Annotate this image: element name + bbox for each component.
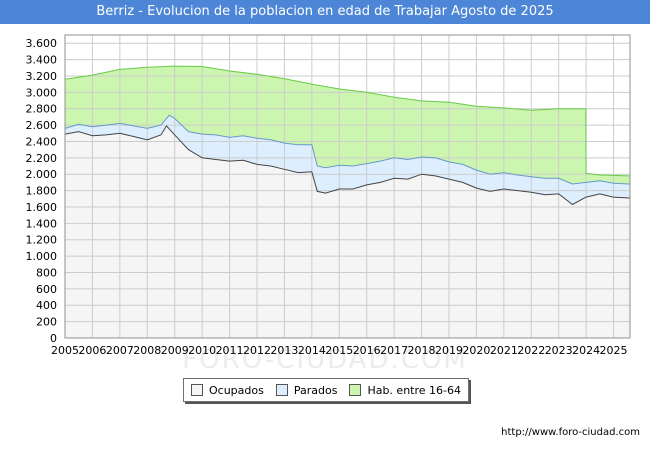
- legend-label-ocupados: Ocupados: [208, 383, 264, 397]
- x-tick-label-2008: 2008: [133, 344, 161, 357]
- x-tick-label-2011: 2011: [216, 344, 244, 357]
- y-tick-label-2000: 2.000: [26, 168, 58, 181]
- legend-label-parados: Parados: [293, 383, 338, 397]
- x-tick-label-2016: 2016: [353, 344, 381, 357]
- legend-item-habitantes: Hab. entre 16-64: [349, 384, 461, 397]
- y-tick-label-3000: 3.000: [26, 86, 58, 99]
- line-hab-entre-16-64: [64, 65, 630, 177]
- y-tick-label-1000: 1.000: [26, 250, 58, 263]
- source-url: http://www.foro-ciudad.com: [501, 427, 640, 438]
- x-tick-label-2023: 2023: [545, 344, 573, 357]
- x-tick-label-2013: 2013: [270, 344, 298, 357]
- y-tick-label-3600: 3.600: [26, 37, 58, 50]
- x-tick-label-2015: 2015: [325, 344, 353, 357]
- line-parados: [64, 114, 630, 185]
- x-tick-label-2020: 2020: [462, 344, 490, 357]
- legend-swatch-parados: [275, 384, 288, 396]
- y-tick-label-800: 800: [36, 266, 57, 279]
- y-tick-label-2400: 2.400: [26, 135, 58, 148]
- x-tick-label-2012: 2012: [243, 344, 271, 357]
- x-tick-label-2009: 2009: [161, 344, 189, 357]
- y-tick-label-0: 0: [50, 332, 57, 345]
- legend-label-habitantes: Hab. entre 16-64: [367, 383, 461, 397]
- y-tick-label-1400: 1.400: [26, 217, 58, 230]
- y-tick-label-1600: 1.600: [26, 201, 58, 214]
- chart-title: Berriz - Evolucion de la poblacion en ed…: [0, 0, 650, 24]
- y-tick-label-2600: 2.600: [26, 119, 58, 132]
- y-tick-label-2200: 2.200: [26, 152, 58, 165]
- legend-swatch-habitantes: [349, 384, 362, 396]
- area-ocupados: [65, 125, 630, 339]
- y-tick-label-200: 200: [36, 316, 57, 329]
- x-tick-label-2007: 2007: [106, 344, 134, 357]
- y-tick-label-3400: 3.400: [26, 54, 58, 67]
- y-tick-label-1200: 1.200: [26, 234, 58, 247]
- x-tick-label-2006: 2006: [78, 344, 106, 357]
- x-tick-label-2022: 2022: [517, 344, 545, 357]
- chart-legend: Ocupados Parados Hab. entre 16-64: [183, 378, 469, 402]
- x-tick-label-2014: 2014: [298, 344, 326, 357]
- legend-item-parados: Parados: [275, 383, 338, 397]
- watermark-text: FORO-CIUDAD.COM: [182, 345, 468, 375]
- y-tick-label-400: 400: [36, 299, 57, 312]
- x-tick-label-2021: 2021: [490, 344, 518, 357]
- legend-swatch-ocupados: [190, 384, 203, 396]
- y-tick-label-2800: 2.800: [26, 103, 58, 116]
- y-tick-label-1800: 1.800: [26, 185, 58, 198]
- y-tick-label-600: 600: [36, 283, 57, 296]
- x-tick-label-2024: 2024: [572, 344, 600, 357]
- x-tick-label-2005: 2005: [51, 344, 79, 357]
- x-tick-label-2017: 2017: [380, 344, 408, 357]
- x-tick-label-2018: 2018: [408, 344, 436, 357]
- line-ocupados: [64, 125, 630, 206]
- legend-item-ocupados: Ocupados: [190, 383, 264, 397]
- x-tick-label-2010: 2010: [188, 344, 216, 357]
- x-tick-label-2025: 2025: [600, 344, 628, 357]
- plot-border: [64, 34, 631, 339]
- x-tick-label-2019: 2019: [435, 344, 463, 357]
- y-tick-label-3200: 3.200: [26, 70, 58, 83]
